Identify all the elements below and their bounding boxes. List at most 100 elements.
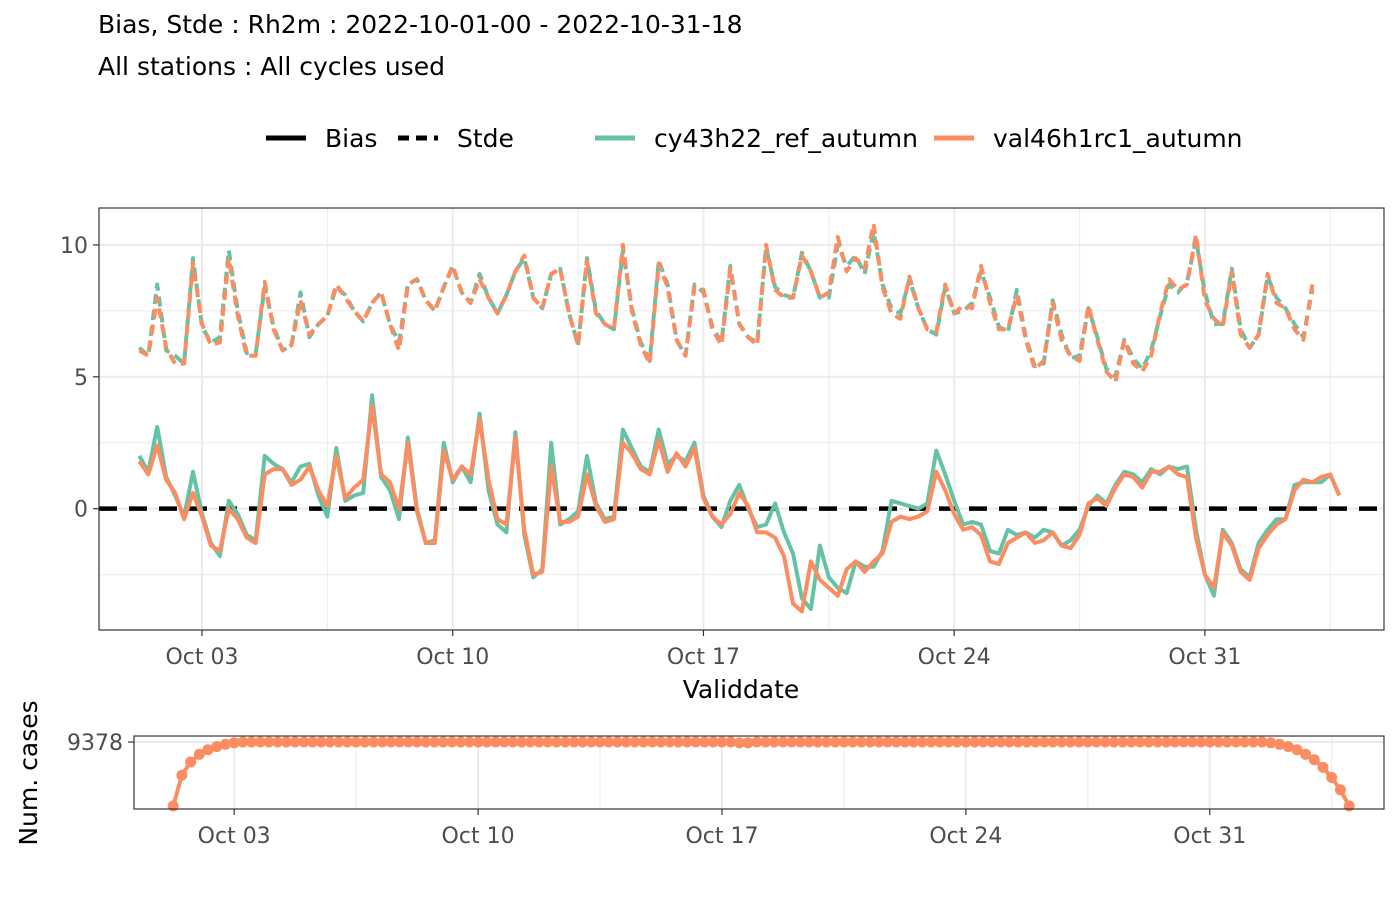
counts-point — [341, 736, 353, 748]
legend-stde-label: Stde — [457, 124, 514, 153]
counts-point — [446, 736, 458, 748]
counts-point — [246, 736, 258, 748]
counts-point — [847, 736, 859, 748]
counts-point — [559, 736, 571, 748]
x-tick-label: Oct 10 — [416, 645, 489, 670]
counts-point — [211, 741, 223, 753]
counts-point — [1117, 736, 1129, 748]
counts-point — [1152, 736, 1163, 748]
counts-point — [960, 736, 972, 748]
counts-point — [882, 736, 893, 748]
counts-point — [690, 736, 702, 748]
legend-ref-label: cy43h22_ref_autumn — [654, 124, 918, 153]
x-tick-label: Oct 31 — [1168, 645, 1241, 670]
counts-point — [1108, 736, 1120, 748]
counts-point — [533, 736, 545, 748]
counts-point — [437, 736, 449, 748]
counts-point — [1186, 736, 1198, 748]
counts-point — [1291, 744, 1303, 756]
counts-y-axis-label: Num. cases — [14, 700, 43, 845]
counts-point — [1178, 736, 1190, 748]
counts-y-tick-label: 9378 — [67, 731, 123, 756]
series-line-bias-cy43h22_ref_autumn — [137, 393, 1342, 611]
counts-point — [481, 736, 493, 748]
counts-point — [350, 736, 362, 748]
counts-point — [908, 736, 920, 748]
counts-point — [1334, 784, 1346, 796]
counts-point — [568, 736, 580, 748]
counts-point — [516, 736, 528, 748]
counts-point — [202, 744, 214, 756]
counts-point — [821, 736, 832, 748]
counts-point — [280, 736, 292, 748]
counts-point — [603, 736, 615, 748]
counts-point — [864, 736, 876, 748]
counts-point — [794, 736, 806, 748]
counts-point — [498, 736, 510, 748]
counts-point — [176, 769, 188, 781]
counts-point — [490, 736, 501, 748]
main-plot-series — [137, 221, 1342, 614]
counts-point — [1064, 736, 1076, 748]
counts-point — [873, 736, 885, 748]
counts-point — [777, 736, 789, 748]
counts-point — [1056, 736, 1068, 748]
counts-point — [890, 736, 902, 748]
counts-point — [1021, 736, 1033, 748]
counts-point — [742, 737, 754, 749]
counts-point — [899, 736, 911, 748]
counts-point — [1134, 736, 1146, 748]
counts-point — [376, 736, 388, 748]
series-line-stde-val46h1rc1_autumn — [138, 221, 1315, 385]
counts-point — [786, 736, 798, 748]
counts-point — [594, 736, 606, 748]
counts-point — [185, 756, 197, 768]
main-panel-border — [98, 207, 1385, 631]
counts-point — [1195, 736, 1207, 748]
counts-point — [402, 736, 414, 748]
counts-point — [359, 736, 371, 748]
legend-val-label: val46h1rc1_autumn — [993, 124, 1243, 153]
counts-point — [542, 736, 554, 748]
counts-point — [620, 736, 632, 748]
y-tick-label: 5 — [74, 366, 88, 391]
counts-point — [1256, 736, 1268, 748]
counts-point — [986, 736, 998, 748]
counts-point — [1030, 736, 1042, 748]
y-tick-label: 0 — [74, 498, 88, 523]
counts-x-tick-label: Oct 10 — [442, 824, 515, 849]
counts-point — [838, 736, 850, 748]
counts-x-axis: Oct 03 Oct 10 Oct 17 Oct 24 Oct 31 — [198, 809, 1246, 849]
counts-point — [551, 736, 562, 748]
x-tick-label: Oct 24 — [918, 645, 991, 670]
counts-point — [272, 736, 284, 748]
counts-point — [420, 736, 432, 748]
counts-point — [1300, 748, 1312, 760]
counts-point — [193, 748, 205, 760]
counts-point — [385, 736, 397, 748]
counts-point — [1239, 736, 1251, 748]
counts-point — [1343, 800, 1355, 812]
counts-point — [307, 736, 319, 748]
counts-point — [1012, 736, 1024, 748]
counts-point — [254, 736, 266, 748]
counts-point — [1038, 736, 1050, 748]
counts-point — [368, 736, 379, 748]
counts-x-tick-label: Oct 17 — [685, 824, 758, 849]
counts-point — [1143, 736, 1155, 748]
counts-point — [1213, 736, 1224, 748]
counts-point — [1282, 741, 1294, 753]
counts-point — [1308, 754, 1320, 766]
counts-point — [1247, 736, 1259, 748]
counts-point — [969, 736, 981, 748]
x-tick-label: Oct 03 — [165, 645, 238, 670]
main-x-axis: Oct 03 Oct 10 Oct 17 Oct 24 Oct 31 — [165, 630, 1241, 670]
counts-point — [725, 736, 737, 748]
counts-point — [803, 736, 815, 748]
counts-point — [1274, 738, 1285, 750]
legend: Bias Stde cy43h22_ref_autumn val46h1rc1_… — [266, 124, 1243, 153]
counts-point — [228, 737, 240, 749]
counts-point — [394, 736, 406, 748]
counts-point — [463, 736, 475, 748]
